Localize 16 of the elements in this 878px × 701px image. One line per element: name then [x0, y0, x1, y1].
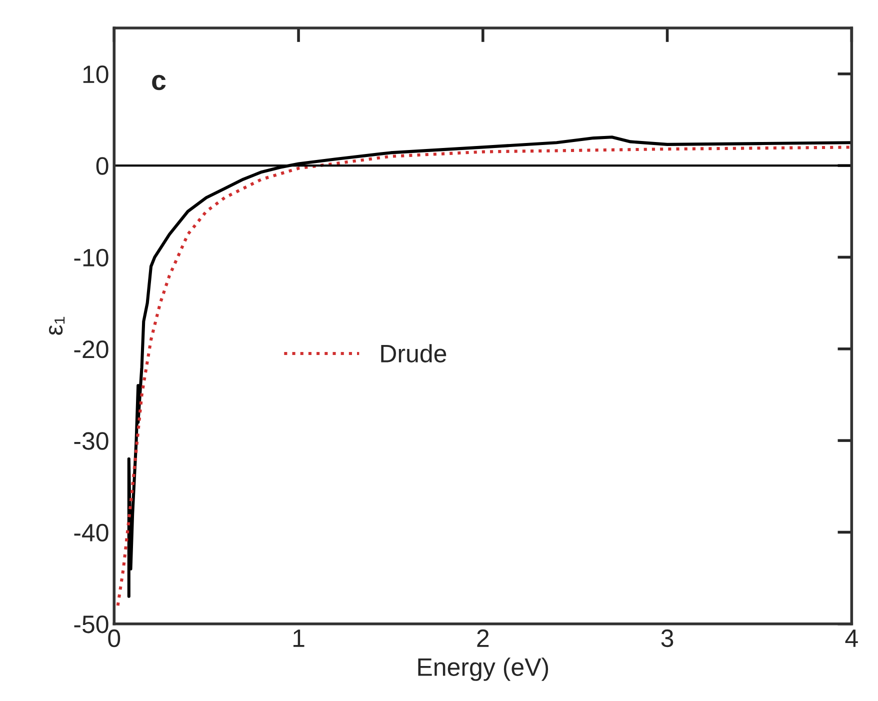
x-tick-label: 1 — [293, 630, 304, 647]
y-axis-title: ε₁ — [48, 316, 65, 335]
annotation: c — [152, 74, 166, 90]
y-tick-label: 10 — [83, 65, 108, 84]
y-tick-label: 0 — [96, 157, 108, 175]
y-tick-label: -10 — [74, 248, 108, 267]
x-tick-label: 3 — [661, 629, 674, 648]
legend-label: Drude — [381, 344, 446, 362]
y-tick-label: -40 — [74, 524, 108, 542]
x-tick-label: 0 — [108, 629, 120, 648]
y-tick-label: -50 — [74, 615, 108, 634]
x-tick-label: 4 — [845, 630, 858, 647]
x-tick-label: 2 — [477, 629, 489, 647]
x-axis-title: Energy (eV) — [418, 658, 548, 681]
y-tick-label: -20 — [74, 340, 108, 358]
y-tick-label: -30 — [74, 432, 108, 450]
